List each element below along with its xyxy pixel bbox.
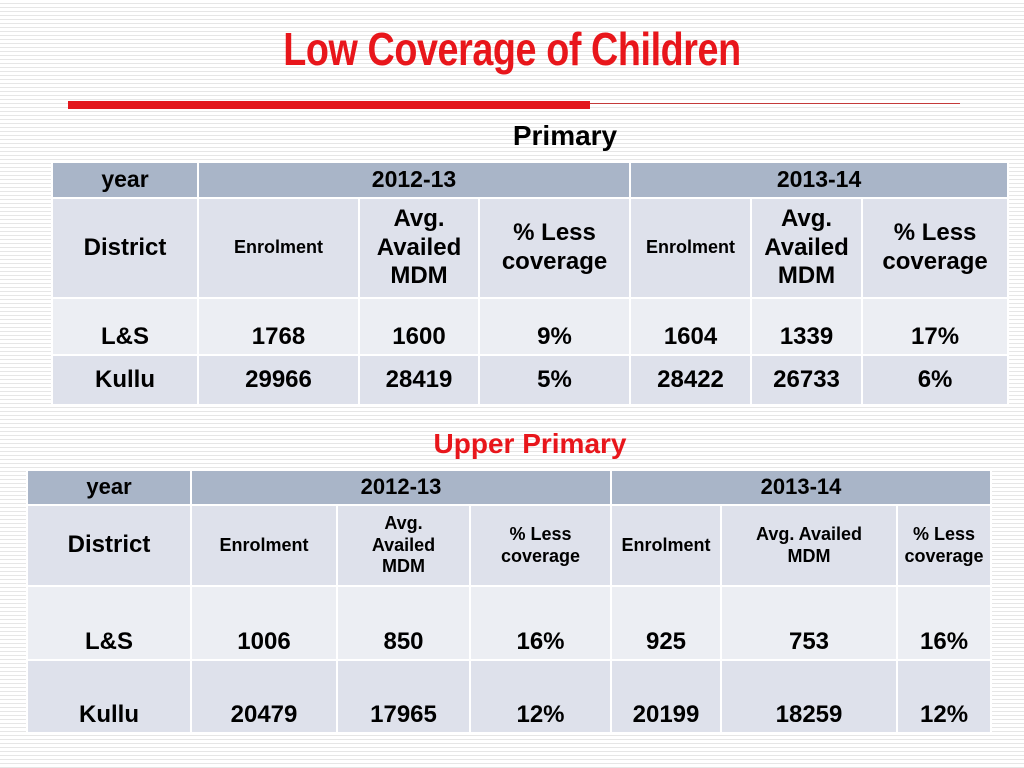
avg-mdm-header: Avg. Availed MDM — [336, 504, 471, 587]
enrolment-cell: 28422 — [629, 354, 753, 406]
enrolment-cell: 1768 — [197, 297, 360, 356]
enrolment-header: Enrolment — [190, 504, 338, 587]
enrolment-cell: 925 — [610, 585, 723, 661]
avg-mdm-header: Avg. Availed MDM — [358, 197, 480, 299]
district-cell: L&S — [26, 585, 192, 661]
less-coverage-header: % Less coverage — [477, 197, 632, 299]
district-header: District — [51, 197, 199, 299]
avg-mdm-header: Avg. Availed MDM — [720, 504, 899, 587]
slide-title: Low Coverage of Children — [283, 23, 741, 75]
less-coverage-header: % Less coverage — [468, 504, 613, 587]
title-underline-thin — [590, 103, 960, 104]
avg-mdm-cell: 753 — [720, 585, 899, 661]
enrolment-cell: 20199 — [610, 659, 723, 734]
year-2013-14-header: 2013-14 — [610, 469, 993, 506]
district-cell: Kullu — [51, 354, 199, 406]
enrolment-cell: 20479 — [190, 659, 338, 734]
avg-mdm-header: Avg. Availed MDM — [750, 197, 864, 299]
less-coverage-cell: 16% — [896, 585, 993, 661]
year-2012-13-header: 2012-13 — [196, 161, 632, 199]
title-underline-thick — [68, 101, 590, 109]
less-coverage-cell: 16% — [468, 585, 613, 661]
table-subheader-row: District Enrolment Avg. Availed MDM % Le… — [51, 197, 1010, 299]
primary-heading: Primary — [512, 120, 618, 151]
upper-primary-heading: Upper Primary — [433, 428, 627, 459]
year-header: year — [51, 161, 199, 199]
avg-mdm-cell: 26733 — [750, 354, 864, 406]
table-header-row: year 2012-13 2013-14 — [26, 469, 993, 506]
year-header: year — [26, 469, 192, 506]
primary-table: year 2012-13 2013-14 District Enrolment … — [51, 161, 1010, 406]
table-row: Kullu 20479 17965 12% 20199 18259 12% — [26, 659, 993, 734]
enrolment-cell: 1006 — [190, 585, 338, 661]
district-cell: L&S — [51, 297, 199, 356]
less-coverage-header: % Less coverage — [861, 197, 1010, 299]
avg-mdm-cell: 17965 — [336, 659, 471, 734]
upper-primary-table: year 2012-13 2013-14 District Enrolment … — [26, 469, 993, 734]
avg-mdm-cell: 1339 — [750, 297, 864, 356]
less-coverage-cell: 17% — [861, 297, 1010, 356]
less-coverage-header: % Less coverage — [896, 504, 993, 587]
less-coverage-cell: 12% — [468, 659, 613, 734]
avg-mdm-cell: 850 — [336, 585, 471, 661]
enrolment-cell: 1604 — [629, 297, 753, 356]
table-header-row: year 2012-13 2013-14 — [51, 161, 1010, 199]
table-subheader-row: District Enrolment Avg. Availed MDM % Le… — [26, 504, 993, 587]
enrolment-header: Enrolment — [629, 197, 753, 299]
less-coverage-cell: 5% — [477, 354, 632, 406]
less-coverage-cell: 12% — [896, 659, 993, 734]
district-cell: Kullu — [26, 659, 192, 734]
enrolment-header: Enrolment — [610, 504, 723, 587]
table-row: L&S 1006 850 16% 925 753 16% — [26, 585, 993, 661]
district-header: District — [26, 504, 192, 587]
year-2013-14-header: 2013-14 — [629, 161, 1010, 199]
avg-mdm-cell: 28419 — [358, 354, 480, 406]
less-coverage-cell: 6% — [861, 354, 1010, 406]
table-row: Kullu 29966 28419 5% 28422 26733 6% — [51, 354, 1010, 406]
enrolment-header: Enrolment — [197, 197, 360, 299]
avg-mdm-cell: 18259 — [720, 659, 899, 734]
year-2012-13-header: 2012-13 — [189, 469, 613, 506]
table-row: L&S 1768 1600 9% 1604 1339 17% — [51, 297, 1010, 356]
less-coverage-cell: 9% — [477, 297, 632, 356]
avg-mdm-cell: 1600 — [358, 297, 480, 356]
enrolment-cell: 29966 — [197, 354, 360, 406]
